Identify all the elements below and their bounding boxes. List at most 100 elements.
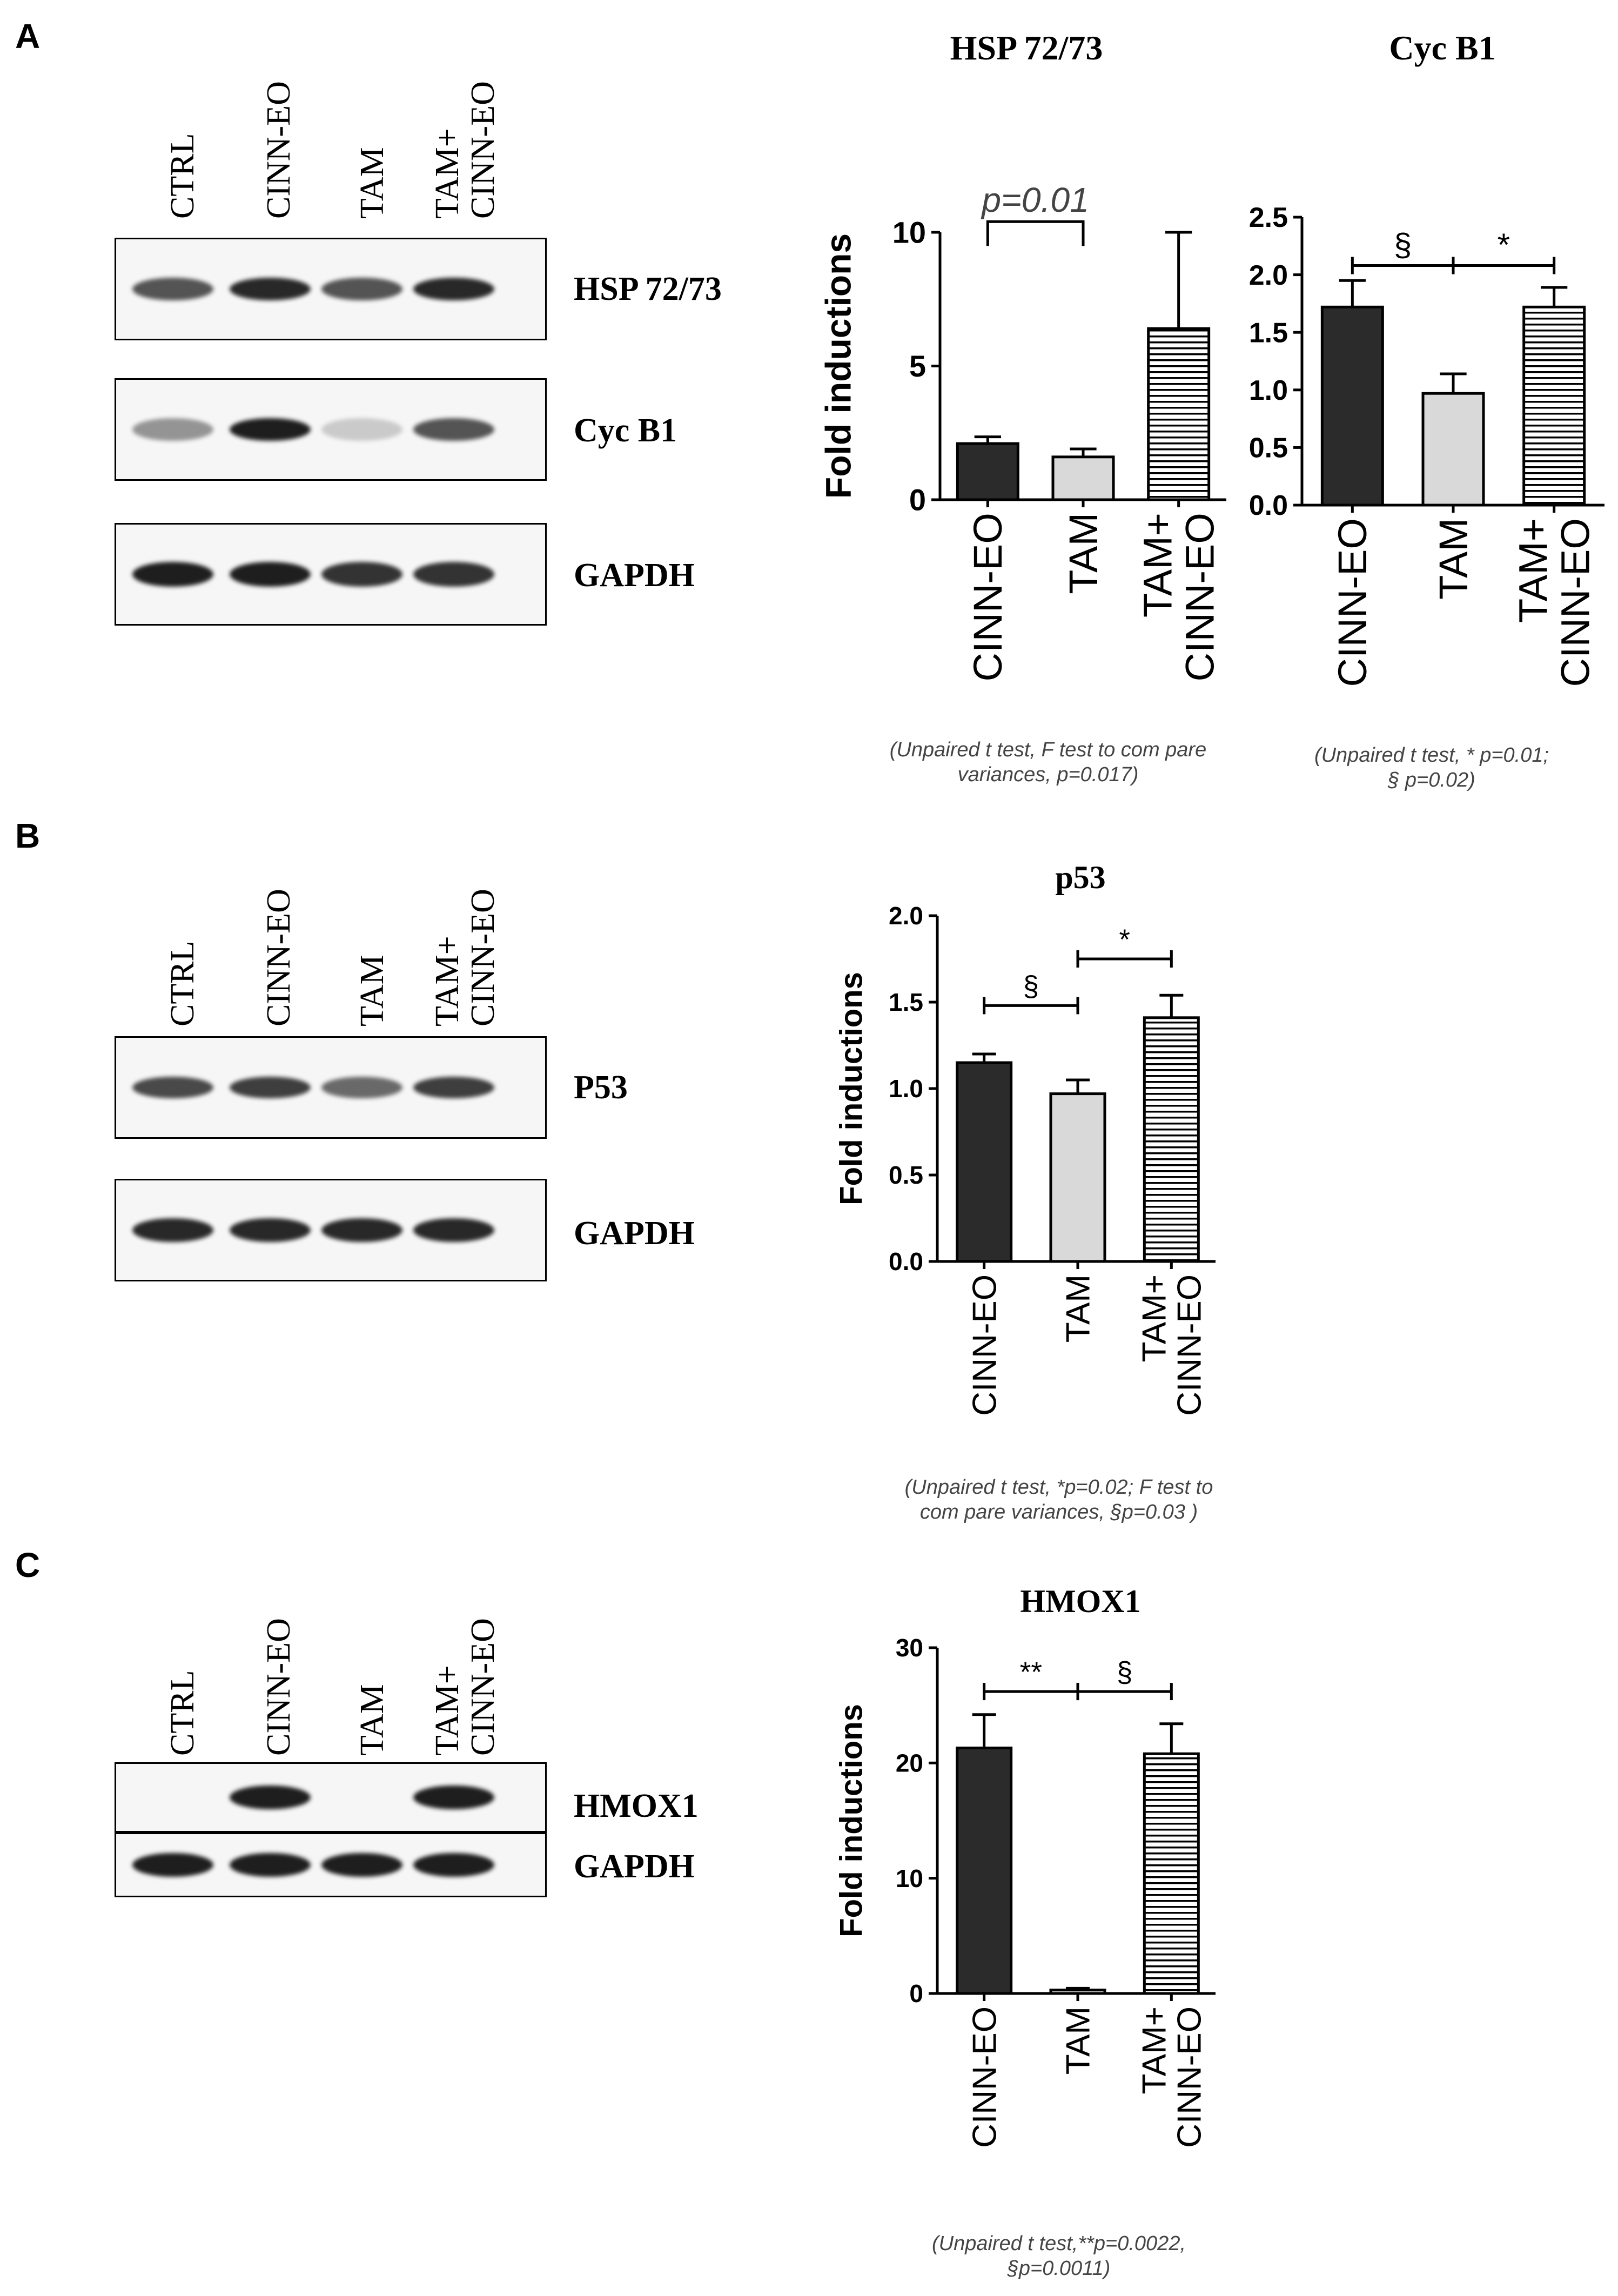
blot-label-gapdh-c: GAPDH (574, 1848, 695, 1885)
bar (956, 1747, 1013, 1995)
bar (1049, 1092, 1106, 1263)
blot-band (132, 1077, 213, 1098)
x-tick-label: TAM (1061, 513, 1106, 594)
x-tick-label: TAM (1060, 2006, 1097, 2075)
blot-band (230, 278, 311, 300)
blot-label-hsp: HSP 72/73 (574, 271, 722, 307)
lane-label: TAM (354, 1684, 391, 1756)
blot-label-p53: P53 (574, 1069, 628, 1106)
blot-band (230, 1785, 311, 1809)
blot-band (413, 1785, 494, 1809)
significance-label: ** (1020, 1656, 1042, 1688)
blot-label-cycb1: Cyc B1 (574, 412, 677, 449)
blot-hsp (115, 238, 547, 340)
x-tick-label: CINN-EO (1330, 518, 1375, 687)
significance-label: * (1498, 227, 1510, 263)
blot-band (132, 562, 213, 587)
blot-band (321, 278, 402, 300)
blot-band (230, 1218, 311, 1242)
x-tick-label: CINN-EO (966, 1274, 1003, 1416)
lane-label: CINN-EO (260, 81, 297, 219)
y-tick-label: 0.5 (889, 1161, 923, 1189)
y-tick-label: 1.5 (1249, 317, 1288, 348)
bar (1049, 1989, 1106, 1995)
x-tick-label: TAM+ (1511, 518, 1556, 623)
blot-band (413, 562, 494, 587)
blot-gapdh-a (115, 523, 547, 626)
x-tick-label: CINN-EO (1171, 1274, 1209, 1416)
blot-band (413, 1218, 494, 1242)
y-tick-label: 0 (909, 1979, 923, 2008)
blot-band (413, 1853, 494, 1877)
y-tick-label: 5 (909, 349, 926, 383)
lane-label: TAM+ CINN-EO (429, 1618, 501, 1756)
y-tick-label: 1.0 (889, 1075, 923, 1103)
blot-gapdh-c (115, 1832, 547, 1897)
blot-label-gapdh-b: GAPDH (574, 1215, 695, 1252)
blot-hmox1 (115, 1762, 547, 1832)
x-tick-label: TAM+ (1136, 2006, 1173, 2094)
blot-band (413, 1077, 494, 1098)
y-axis-label: Fold inductions (818, 233, 858, 499)
blot-band (230, 562, 311, 587)
chart-title-cycb1: Cyc B1 (1389, 29, 1496, 67)
bar (1421, 392, 1485, 507)
significance-label: * (1119, 924, 1130, 956)
blot-band (132, 278, 213, 300)
significance-label: § (1117, 1656, 1132, 1688)
y-tick-label: 1.0 (1249, 375, 1288, 406)
blot-band (132, 418, 213, 441)
stats-note-hsp: (Unpaired t test, F test to com pare vari… (889, 739, 1207, 786)
lane-label: CINN-EO (260, 889, 297, 1026)
blot-band (230, 1853, 311, 1877)
y-tick-label: 10 (896, 1864, 923, 1892)
chart-title-p53: p53 (1055, 860, 1106, 895)
blot-band (321, 1218, 402, 1242)
chart-title-hmox1: HMOX1 (1020, 1583, 1141, 1619)
bar (1143, 1752, 1200, 1995)
blot-band (413, 278, 494, 300)
significance-label: § (1394, 227, 1412, 263)
bar (956, 442, 1019, 501)
significance-bracket (986, 220, 1085, 246)
significance-label: p=0.01 (981, 180, 1089, 219)
bar (1143, 1016, 1200, 1263)
x-tick-label: CINN-EO (1177, 513, 1222, 681)
lane-label: TAM+ CINN-EO (429, 81, 501, 219)
blot-band (230, 1077, 311, 1098)
blot-label-gapdh-a: GAPDH (574, 557, 695, 594)
lane-label: CINN-EO (260, 1618, 297, 1756)
lane-label: CTRL (164, 133, 201, 219)
x-tick-label: TAM+ (1136, 513, 1180, 617)
x-tick-label: CINN-EO (1171, 2006, 1209, 2148)
blot-band (413, 418, 494, 441)
blot-band (230, 418, 311, 441)
lane-label: TAM+ CINN-EO (429, 889, 501, 1026)
stats-note-p53: (Unpaired t test, *p=0.02; F test to com … (904, 1476, 1213, 1523)
y-tick-label: 0.5 (1249, 433, 1288, 464)
chart-title-hsp: HSP 72/73 (950, 29, 1103, 67)
blot-gapdh-b (115, 1179, 547, 1281)
blot-cycb1 (115, 378, 547, 481)
lane-label: TAM (354, 955, 391, 1026)
x-tick-label: TAM (1060, 1274, 1097, 1342)
x-tick-label: CINN-EO (1553, 518, 1597, 687)
panel-letter-a: A (15, 17, 41, 56)
panel-letter-b: B (15, 816, 41, 855)
lane-label: CTRL (164, 1670, 201, 1756)
blot-band (321, 418, 402, 441)
y-tick-label: 2.0 (889, 902, 923, 930)
blot-band (321, 1077, 402, 1098)
x-tick-label: TAM (1431, 518, 1476, 600)
bar (1522, 305, 1586, 507)
x-tick-label: TAM+ (1136, 1274, 1173, 1362)
x-tick-label: CINN-EO (965, 513, 1010, 681)
panel-letter-c: C (15, 1546, 41, 1585)
y-tick-label: 1.5 (889, 988, 923, 1016)
bar (1147, 327, 1211, 501)
bar (1320, 305, 1384, 507)
